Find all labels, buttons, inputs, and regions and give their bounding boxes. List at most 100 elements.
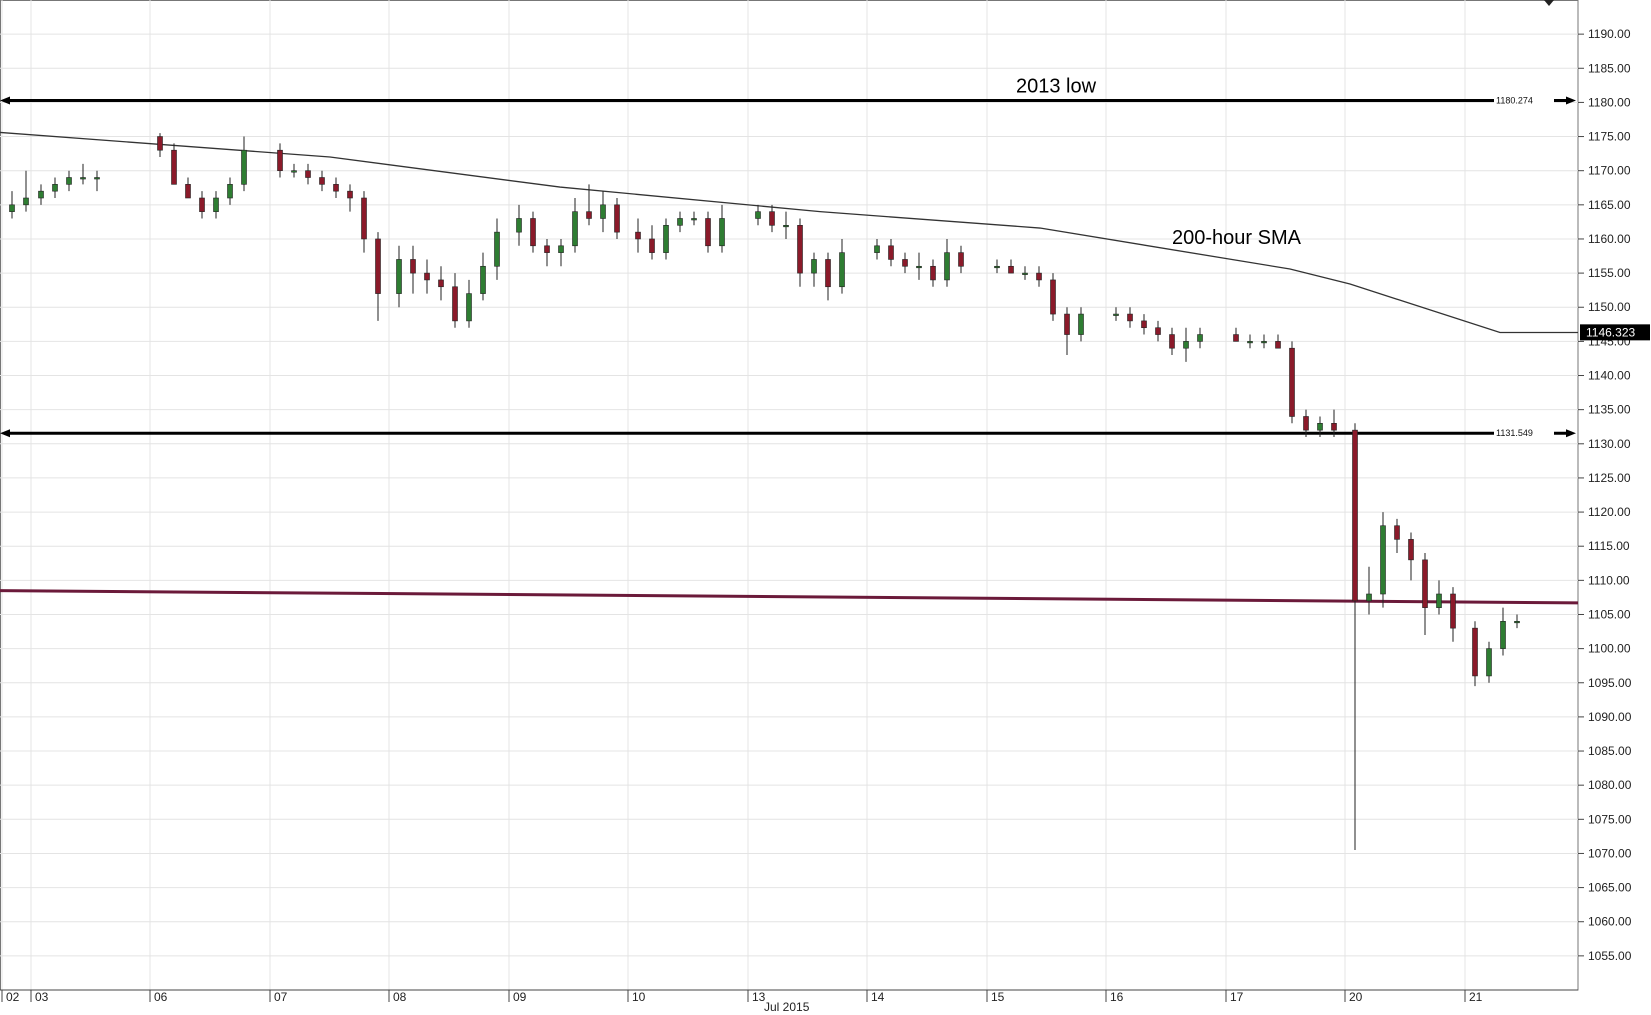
candle-body-down <box>649 238 655 253</box>
candle <box>23 170 29 212</box>
candle-body-down <box>1394 525 1400 540</box>
candle-body-down <box>347 190 353 199</box>
candle-body-up <box>874 245 880 253</box>
y-tick-label: 1135.00 <box>1588 403 1631 417</box>
level-annotation: 2013 low <box>1016 76 1097 98</box>
y-tick-label: 1170.00 <box>1588 164 1631 178</box>
y-tick-label: 1140.00 <box>1588 369 1631 383</box>
candle <box>649 225 655 260</box>
candle-body-down <box>1275 341 1281 349</box>
candle-body-down <box>902 259 908 267</box>
candle <box>1064 307 1070 356</box>
candle <box>1450 587 1456 642</box>
candle <box>635 218 641 253</box>
y-tick-label: 1160.00 <box>1588 232 1631 246</box>
candle-body-up <box>38 190 44 199</box>
candle-body-up <box>9 204 15 212</box>
x-tick-label: 17 <box>1230 990 1244 1004</box>
x-tick-label: 08 <box>393 990 407 1004</box>
y-tick-label: 1080.00 <box>1588 778 1632 792</box>
candle-body-down <box>1289 347 1295 417</box>
y-tick-label: 1060.00 <box>1588 915 1632 929</box>
candle <box>1155 320 1161 342</box>
candle <box>396 245 402 308</box>
candle <box>825 252 831 301</box>
candle <box>1380 512 1386 608</box>
candle-body-up <box>719 218 725 247</box>
candle-body-down <box>185 184 191 199</box>
candle <box>1183 327 1189 362</box>
candle-body-up <box>755 211 761 219</box>
candle <box>66 170 72 192</box>
chart-marker-icon <box>1544 0 1554 6</box>
candle-body-down <box>586 211 592 219</box>
y-tick-label: 1065.00 <box>1588 881 1632 895</box>
candle <box>1141 314 1147 335</box>
candle-body-up <box>600 204 606 219</box>
candle-body-down <box>410 259 416 274</box>
y-tick-label: 1180.00 <box>1588 95 1631 109</box>
candle-body-down <box>277 149 283 171</box>
candle-body-down <box>375 238 381 294</box>
candle-body-up <box>1500 621 1506 649</box>
candle-body-up <box>94 177 100 180</box>
candle <box>1408 532 1414 581</box>
y-tick-label: 1185.00 <box>1588 61 1631 75</box>
candle <box>1008 259 1014 274</box>
candle <box>691 211 697 226</box>
x-axis-month-label: Jul 2015 <box>764 1000 810 1014</box>
candle-body-up <box>480 265 486 294</box>
candle-body-up <box>227 184 233 199</box>
candle-body-down <box>888 245 894 260</box>
candle <box>1303 409 1309 437</box>
candle <box>466 279 472 328</box>
y-tick-label: 1055.00 <box>1588 949 1632 963</box>
y-tick-label: 1150.00 <box>1588 300 1631 314</box>
sma-line: 200-hour SMA <box>0 131 1578 334</box>
current-price-box <box>1580 324 1650 341</box>
candle <box>319 170 325 192</box>
candle-body-down <box>171 149 177 185</box>
x-tick-label: 10 <box>632 990 646 1004</box>
candle <box>1233 327 1239 342</box>
candle-body-down <box>1008 265 1014 274</box>
time-axis: 02 03 06 07 08 09 10 13 14 15 16 17 20 21 Jul 2015 <box>0 989 1578 1014</box>
candle <box>1289 341 1295 424</box>
candle <box>944 238 950 287</box>
y-tick-label: 1130.00 <box>1588 437 1631 451</box>
candle <box>586 184 592 226</box>
candle <box>410 245 416 294</box>
y-tick-label: 1085.00 <box>1588 744 1632 758</box>
chart-grid <box>0 0 1579 991</box>
candle <box>157 133 163 158</box>
candle <box>347 184 353 212</box>
y-tick-label: 1075.00 <box>1588 812 1632 826</box>
y-tick-label: 1190.00 <box>1588 27 1631 41</box>
candle <box>1331 409 1337 437</box>
x-tick-label: 21 <box>1469 990 1483 1004</box>
x-tick-label: 14 <box>871 990 885 1004</box>
candle-body-down <box>1036 272 1042 281</box>
candle <box>1169 327 1175 356</box>
price-axis: 1055.00 1060.00 1065.00 1070.00 1075.00 1080.… <box>1544 0 1650 963</box>
candle <box>38 184 44 205</box>
candle-body-down <box>319 177 325 185</box>
candle <box>1436 580 1442 615</box>
candle-body-up <box>1078 313 1084 335</box>
candle <box>1514 614 1520 629</box>
candle-body-down <box>1233 334 1239 342</box>
candle <box>494 218 500 280</box>
x-tick-label: 09 <box>513 990 527 1004</box>
candle-body-down <box>958 252 964 267</box>
y-tick-label: 1110.00 <box>1588 573 1630 587</box>
candle <box>1050 273 1056 321</box>
candle <box>811 252 817 287</box>
candle-body-down <box>199 197 205 212</box>
candle <box>277 143 283 178</box>
candle-body-up <box>66 177 72 185</box>
x-tick-label: 16 <box>1110 990 1124 1004</box>
candle <box>375 232 381 321</box>
candle <box>930 259 936 287</box>
candle-body-down <box>530 218 536 247</box>
